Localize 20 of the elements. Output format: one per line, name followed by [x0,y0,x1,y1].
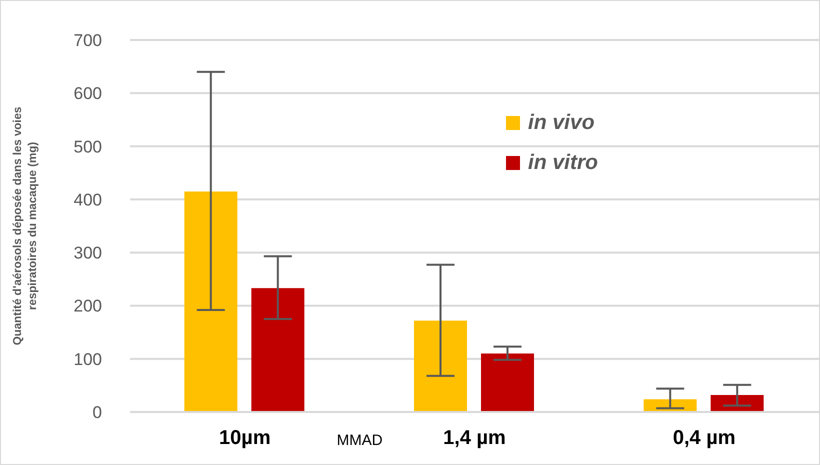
y-tick-label: 500 [74,137,102,156]
legend-label: in vitro [528,151,598,175]
legend-label: in vivo [528,111,595,135]
bar [710,394,764,412]
y-tick-label: 400 [74,190,102,210]
y-tick-label: 300 [74,244,102,263]
bar [184,191,238,412]
bar [414,320,468,412]
x-tick-label: 10µm [219,427,271,450]
x-axis-title: MMAD [336,432,383,449]
y-tick-label: 200 [74,296,102,316]
bar [481,354,534,412]
y-axis-title: Quantité d'aérosols déposée dans les voies respiratoires du macaque (mg) [12,106,39,346]
x-tick-label: 0,4 µm [672,427,736,450]
y-tick-label: 100 [74,350,102,369]
y-tick-label: 600 [74,84,102,104]
x-tick-label: 1,4 µm [443,427,506,450]
y-tick-label: 700 [74,31,102,50]
bar [251,288,304,412]
y-tick-label: 0 [92,403,102,422]
